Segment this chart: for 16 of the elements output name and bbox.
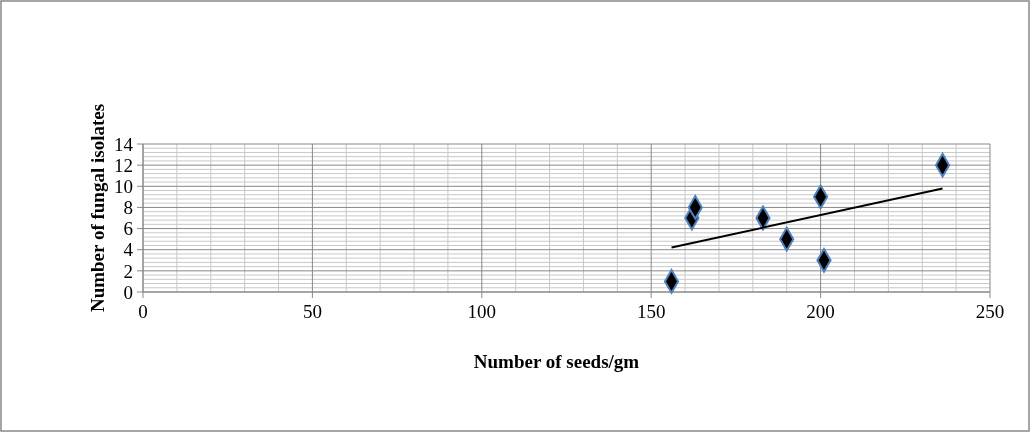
x-tick-label: 50 [302,301,322,322]
y-axis-title: Number of fungal isolates [87,103,108,313]
y-tick-label: 6 [123,218,133,240]
y-tick-label: 14 [114,133,134,155]
x-tick-label: 250 [975,301,1005,322]
x-tick-label: 150 [636,301,666,322]
x-tick-label: 100 [467,301,497,322]
y-tick-label: 8 [123,197,133,219]
y-tick-label: 2 [123,260,133,282]
x-axis-title: Number of seeds/gm [473,351,640,372]
y-tick-label: 4 [123,239,134,261]
x-tick-label: 200 [806,301,835,322]
y-tick-label: 12 [114,154,133,176]
y-tick-label: 10 [114,175,133,197]
x-tick-label: 0 [138,301,148,322]
y-tick-label: 0 [123,281,133,303]
